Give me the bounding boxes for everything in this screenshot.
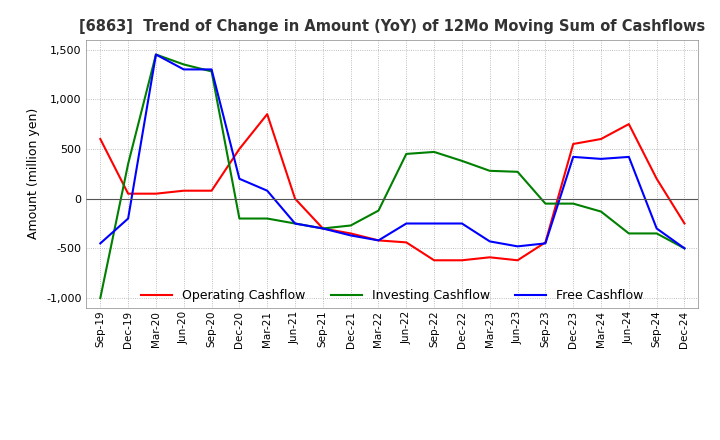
Investing Cashflow bbox=[485, 168, 494, 173]
Investing Cashflow bbox=[597, 209, 606, 214]
Investing Cashflow bbox=[207, 69, 216, 74]
Operating Cashflow bbox=[485, 255, 494, 260]
Operating Cashflow bbox=[291, 196, 300, 201]
Free Cashflow bbox=[152, 52, 161, 57]
Free Cashflow bbox=[513, 244, 522, 249]
Investing Cashflow bbox=[402, 151, 410, 157]
Operating Cashflow bbox=[207, 188, 216, 193]
Free Cashflow bbox=[235, 176, 243, 181]
Investing Cashflow bbox=[346, 223, 355, 228]
Investing Cashflow bbox=[624, 231, 633, 236]
Investing Cashflow bbox=[96, 295, 104, 301]
Free Cashflow bbox=[263, 188, 271, 193]
Investing Cashflow bbox=[680, 246, 689, 251]
Free Cashflow bbox=[124, 216, 132, 221]
Investing Cashflow bbox=[263, 216, 271, 221]
Investing Cashflow bbox=[291, 221, 300, 226]
Operating Cashflow bbox=[402, 240, 410, 245]
Investing Cashflow bbox=[179, 62, 188, 67]
Investing Cashflow bbox=[235, 216, 243, 221]
Operating Cashflow bbox=[430, 258, 438, 263]
Free Cashflow bbox=[680, 246, 689, 251]
Operating Cashflow bbox=[179, 188, 188, 193]
Legend: Operating Cashflow, Investing Cashflow, Free Cashflow: Operating Cashflow, Investing Cashflow, … bbox=[136, 284, 649, 307]
Free Cashflow bbox=[179, 67, 188, 72]
Operating Cashflow bbox=[318, 226, 327, 231]
Operating Cashflow bbox=[374, 238, 383, 243]
Operating Cashflow bbox=[597, 136, 606, 142]
Investing Cashflow bbox=[430, 149, 438, 154]
Operating Cashflow bbox=[680, 221, 689, 226]
Investing Cashflow bbox=[152, 52, 161, 57]
Operating Cashflow bbox=[124, 191, 132, 196]
Investing Cashflow bbox=[318, 226, 327, 231]
Investing Cashflow bbox=[652, 231, 661, 236]
Free Cashflow bbox=[291, 221, 300, 226]
Free Cashflow bbox=[597, 156, 606, 161]
Title: [6863]  Trend of Change in Amount (YoY) of 12Mo Moving Sum of Cashflows: [6863] Trend of Change in Amount (YoY) o… bbox=[79, 19, 706, 34]
Operating Cashflow bbox=[235, 147, 243, 152]
Investing Cashflow bbox=[124, 161, 132, 166]
Free Cashflow bbox=[624, 154, 633, 160]
Investing Cashflow bbox=[569, 201, 577, 206]
Line: Investing Cashflow: Investing Cashflow bbox=[100, 55, 685, 298]
Free Cashflow bbox=[569, 154, 577, 160]
Line: Free Cashflow: Free Cashflow bbox=[100, 55, 685, 248]
Operating Cashflow bbox=[152, 191, 161, 196]
Free Cashflow bbox=[485, 239, 494, 244]
Y-axis label: Amount (million yen): Amount (million yen) bbox=[27, 108, 40, 239]
Line: Operating Cashflow: Operating Cashflow bbox=[100, 114, 685, 260]
Operating Cashflow bbox=[346, 231, 355, 236]
Free Cashflow bbox=[346, 233, 355, 238]
Investing Cashflow bbox=[513, 169, 522, 174]
Operating Cashflow bbox=[569, 141, 577, 147]
Investing Cashflow bbox=[458, 158, 467, 164]
Operating Cashflow bbox=[541, 240, 550, 245]
Free Cashflow bbox=[374, 238, 383, 243]
Operating Cashflow bbox=[263, 111, 271, 117]
Free Cashflow bbox=[402, 221, 410, 226]
Operating Cashflow bbox=[96, 136, 104, 142]
Operating Cashflow bbox=[652, 176, 661, 181]
Free Cashflow bbox=[652, 226, 661, 231]
Free Cashflow bbox=[430, 221, 438, 226]
Investing Cashflow bbox=[541, 201, 550, 206]
Operating Cashflow bbox=[458, 258, 467, 263]
Free Cashflow bbox=[207, 67, 216, 72]
Free Cashflow bbox=[541, 241, 550, 246]
Free Cashflow bbox=[96, 241, 104, 246]
Operating Cashflow bbox=[624, 121, 633, 127]
Free Cashflow bbox=[318, 226, 327, 231]
Free Cashflow bbox=[458, 221, 467, 226]
Investing Cashflow bbox=[374, 208, 383, 213]
Operating Cashflow bbox=[513, 258, 522, 263]
